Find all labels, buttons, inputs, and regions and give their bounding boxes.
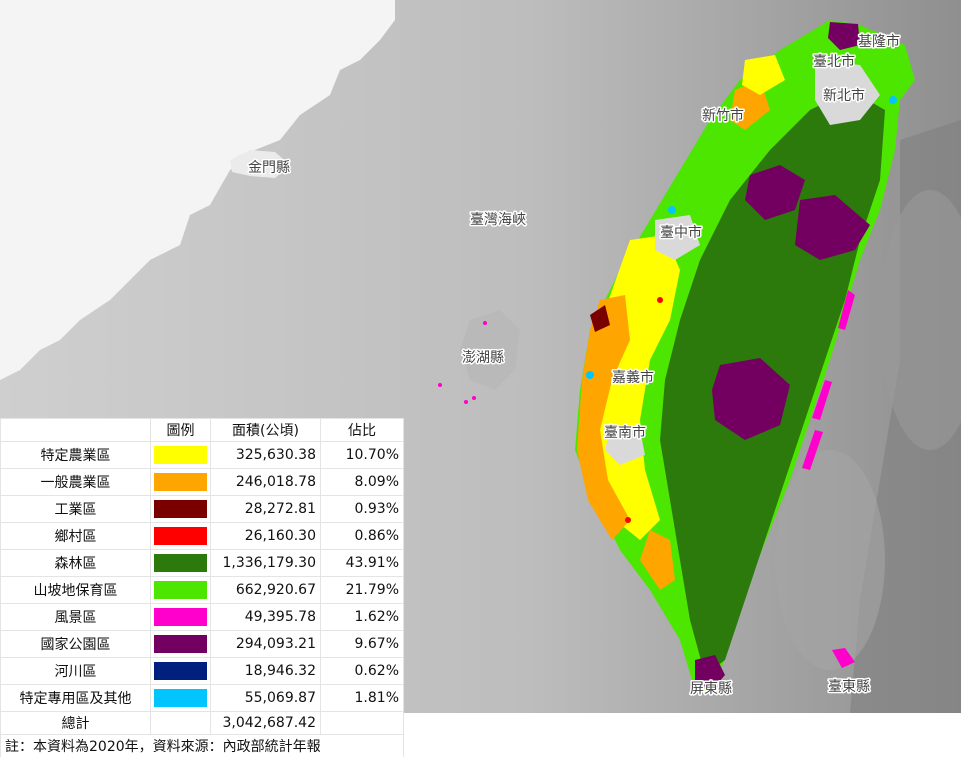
rural-spot: [625, 517, 631, 523]
area-value: 49,395.78: [211, 604, 321, 631]
header-area: 面積(公頃): [211, 419, 321, 442]
special-use-spot: [668, 206, 676, 214]
share-value: 1.81%: [321, 685, 404, 712]
legend-row: 特定農業區 325,630.38 10.70%: [1, 442, 404, 469]
header-swatch: 圖例: [151, 419, 211, 442]
legend-row: 風景區 49,395.78 1.62%: [1, 604, 404, 631]
special-use-spot: [889, 96, 897, 104]
legend-row: 工業區 28,272.81 0.93%: [1, 496, 404, 523]
label-jinmen: 金門縣: [248, 160, 290, 176]
color-swatch: [154, 689, 207, 707]
terrain-relief: [775, 450, 885, 670]
total-area: 3,042,687.42: [211, 712, 321, 735]
label-hsinchu: 新竹市: [702, 107, 744, 124]
penghu-dot: [483, 321, 487, 325]
legend-row: 特定專用區及其他 55,069.87 1.81%: [1, 685, 404, 712]
share-value: 0.86%: [321, 523, 404, 550]
legend-table: 圖例 面積(公頃) 佔比 特定農業區 325,630.38 10.70% 一般農…: [0, 418, 404, 757]
label-taitung: 臺東縣: [828, 679, 870, 695]
color-swatch: [154, 527, 207, 545]
legend-row: 鄉村區 26,160.30 0.86%: [1, 523, 404, 550]
label-tainan: 臺南市: [604, 424, 646, 441]
category-name: 山坡地保育區: [1, 577, 151, 604]
category-name: 一般農業區: [1, 469, 151, 496]
penghu-dot: [472, 396, 476, 400]
color-swatch: [154, 608, 207, 626]
legend-note-row: 註：本資料為2020年，資料來源：內政部統計年報: [1, 735, 404, 757]
color-swatch: [154, 635, 207, 653]
share-value: 1.62%: [321, 604, 404, 631]
rural-spot: [657, 297, 663, 303]
category-name: 風景區: [1, 604, 151, 631]
color-swatch: [154, 581, 207, 599]
color-swatch: [154, 500, 207, 518]
label-keelung: 基隆市: [858, 33, 900, 50]
share-value: 0.62%: [321, 658, 404, 685]
legend-row: 河川區 18,946.32 0.62%: [1, 658, 404, 685]
legend-row: 森林區 1,336,179.30 43.91%: [1, 550, 404, 577]
category-name: 工業區: [1, 496, 151, 523]
legend-total-row: 總計 3,042,687.42: [1, 712, 404, 735]
color-swatch: [154, 446, 207, 464]
category-name: 河川區: [1, 658, 151, 685]
area-value: 26,160.30: [211, 523, 321, 550]
color-swatch: [154, 473, 207, 491]
category-name: 國家公園區: [1, 631, 151, 658]
area-value: 325,630.38: [211, 442, 321, 469]
label-pingtung: 屏東縣: [690, 681, 732, 697]
legend-header-row: 圖例 面積(公頃) 佔比: [1, 419, 404, 442]
category-name: 森林區: [1, 550, 151, 577]
share-value: 10.70%: [321, 442, 404, 469]
special-use-spot: [586, 371, 594, 379]
share-value: 8.09%: [321, 469, 404, 496]
header-name: [1, 419, 151, 442]
category-name: 鄉村區: [1, 523, 151, 550]
label-taichung: 臺中市: [660, 224, 702, 241]
area-value: 1,336,179.30: [211, 550, 321, 577]
legend-row: 一般農業區 246,018.78 8.09%: [1, 469, 404, 496]
share-value: 9.67%: [321, 631, 404, 658]
area-value: 18,946.32: [211, 658, 321, 685]
header-share: 佔比: [321, 419, 404, 442]
legend-row: 國家公園區 294,093.21 9.67%: [1, 631, 404, 658]
area-value: 294,093.21: [211, 631, 321, 658]
area-value: 28,272.81: [211, 496, 321, 523]
label-penghu: 澎湖縣: [462, 350, 504, 366]
category-name: 特定農業區: [1, 442, 151, 469]
share-value: 0.93%: [321, 496, 404, 523]
legend-row: 山坡地保育區 662,920.67 21.79%: [1, 577, 404, 604]
label-newtaipei: 新北市: [823, 87, 865, 104]
total-label: 總計: [1, 712, 151, 735]
penghu-dot: [438, 383, 442, 387]
source-note: 註：本資料為2020年，資料來源：內政部統計年報: [1, 735, 404, 757]
area-value: 246,018.78: [211, 469, 321, 496]
label-strait: 臺灣海峽: [470, 212, 526, 228]
label-chiayi: 嘉義市: [612, 369, 654, 386]
label-taipei: 臺北市: [813, 53, 855, 70]
color-swatch: [154, 554, 207, 572]
area-value: 662,920.67: [211, 577, 321, 604]
category-name: 特定專用區及其他: [1, 685, 151, 712]
color-swatch: [154, 662, 207, 680]
area-value: 55,069.87: [211, 685, 321, 712]
penghu-dot: [464, 400, 468, 404]
share-value: 21.79%: [321, 577, 404, 604]
share-value: 43.91%: [321, 550, 404, 577]
